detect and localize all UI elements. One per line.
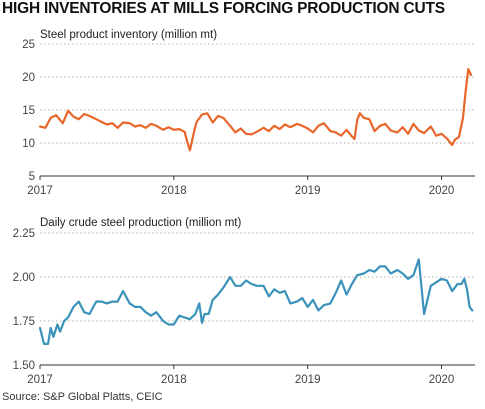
chart-title: HIGH INVENTORIES AT MILLS FORCING PRODUC… — [2, 0, 445, 17]
inventory-x-tick-label: 2020 — [429, 185, 455, 197]
source-note: Source: S&P Global Platts, CEIC — [2, 391, 163, 403]
inventory-y-tick-label: 15 — [22, 105, 35, 117]
inventory-chart-subtitle: Steel product inventory (million mt) — [40, 29, 217, 41]
production-series-line — [38, 258, 474, 345]
production-chart-subtitle: Daily crude steel production (million mt… — [40, 217, 241, 229]
inventory-x-tick-label: 2019 — [295, 185, 321, 197]
production-y-tick-label: 2.25 — [13, 228, 35, 240]
inventory-y-tick-label: 20 — [22, 72, 35, 84]
inventory-y-tick-label: 25 — [22, 39, 35, 51]
inventory-y-tick-label: 5 — [29, 171, 35, 183]
inventory-x-tick-label: 2017 — [27, 185, 53, 197]
inventory-x-tick-label: 2018 — [161, 185, 187, 197]
inventory-y-tick-label: 10 — [22, 138, 35, 150]
production-x-tick-label: 2018 — [161, 374, 187, 386]
production-x-tick-label: 2020 — [429, 374, 455, 386]
inventory-series-line — [38, 68, 473, 152]
production-y-tick-label: 2.00 — [13, 272, 35, 284]
production-x-tick-label: 2017 — [27, 374, 53, 386]
production-x-tick-label: 2019 — [295, 374, 321, 386]
production-y-tick-label: 1.50 — [13, 360, 35, 372]
production-y-tick-label: 1.75 — [13, 316, 35, 328]
